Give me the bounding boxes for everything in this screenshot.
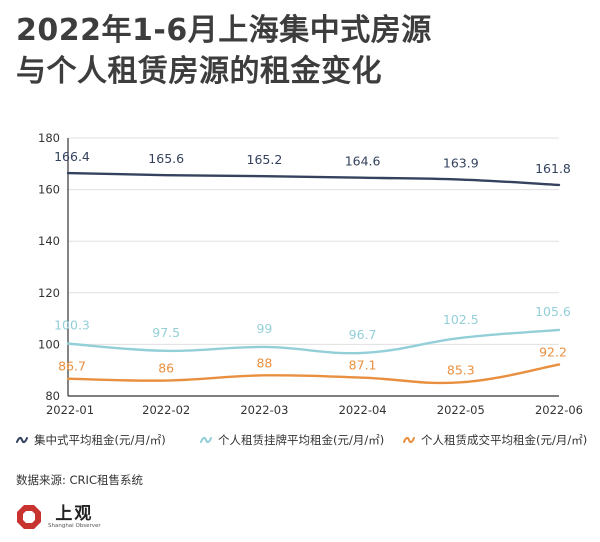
x-tick-label: 2022-05	[437, 403, 485, 417]
title-line-1: 2022年1-6月上海集中式房源	[16, 13, 432, 48]
series-line-transaction	[66, 363, 561, 385]
x-tick-label: 2022-03	[240, 403, 288, 417]
data-label-centralized: 165.2	[247, 152, 283, 167]
data-label-centralized: 161.8	[535, 161, 571, 176]
data-label-transaction: 87.1	[349, 358, 377, 373]
data-label-transaction: 88	[256, 355, 272, 370]
data-label-centralized: 163.9	[443, 156, 479, 171]
logo: 上观 Shanghai Observer	[16, 500, 101, 534]
data-label-transaction: 85.3	[447, 362, 475, 377]
legend-label-transaction: 个人租赁成交平均租金(元/月/㎡)	[421, 433, 588, 447]
data-label-transaction: 86	[158, 361, 174, 376]
logo-subtitle: Shanghai Observer	[48, 522, 101, 529]
data-label-centralized: 165.6	[148, 151, 184, 166]
y-tick-label: 160	[38, 183, 60, 197]
data-label-listing: 100.3	[54, 318, 90, 333]
data-label-centralized: 164.6	[345, 154, 381, 169]
y-tick-label: 180	[38, 131, 60, 145]
data-label-transaction: 86.7	[58, 359, 86, 374]
data-label-listing: 96.7	[349, 327, 377, 342]
legend-swatch-centralized	[16, 436, 28, 444]
legend-item-transaction: 个人租赁成交平均租金(元/月/㎡)	[403, 432, 587, 448]
data-label-centralized: 166.4	[54, 149, 90, 164]
shanghai-observer-logo-icon	[17, 505, 41, 529]
legend-label-listing: 个人租赁挂牌平均租金(元/月/㎡)	[218, 433, 385, 447]
legend-swatch-transaction	[403, 436, 415, 444]
legend-item-listing: 个人租赁挂牌平均租金(元/月/㎡)	[200, 432, 384, 448]
series-line-centralized	[66, 171, 561, 187]
series-line-listing	[66, 328, 561, 355]
legend: 集中式平均租金(元/月/㎡) 个人租赁挂牌平均租金(元/月/㎡) 个人租赁成交平…	[16, 432, 596, 452]
y-tick-label: 120	[38, 286, 60, 300]
legend-label-centralized: 集中式平均租金(元/月/㎡)	[34, 433, 166, 447]
data-label-transaction: 92.2	[539, 345, 567, 360]
logo-name: 上观	[55, 503, 94, 524]
data-label-listing: 97.5	[152, 325, 180, 340]
data-label-listing: 99	[256, 321, 272, 336]
legend-swatch-listing	[200, 436, 212, 444]
legend-item-centralized: 集中式平均租金(元/月/㎡)	[16, 432, 166, 448]
data-source: 数据来源: CRIC租售系统	[16, 473, 143, 487]
x-tick-label: 2022-01	[46, 403, 94, 417]
x-tick-label: 2022-02	[142, 403, 190, 417]
data-label-listing: 102.5	[443, 312, 479, 327]
x-tick-label: 2022-06	[535, 403, 583, 417]
y-tick-label: 100	[38, 337, 60, 351]
title-line-2: 与个人租赁房源的租金变化	[16, 54, 382, 89]
y-tick-label: 80	[45, 389, 60, 403]
logo-text: 上观 Shanghai Observer	[48, 505, 101, 530]
data-label-listing: 105.6	[535, 304, 571, 319]
x-tick-label: 2022-04	[339, 403, 387, 417]
line-chart: 80 100 120 140 160 180 2022-01 2022-02 2022-03 20…	[38, 131, 583, 417]
chart-title: 2022年1-6月上海集中式房源 与个人租赁房源的租金变化	[16, 10, 584, 92]
y-tick-label: 140	[38, 234, 60, 248]
